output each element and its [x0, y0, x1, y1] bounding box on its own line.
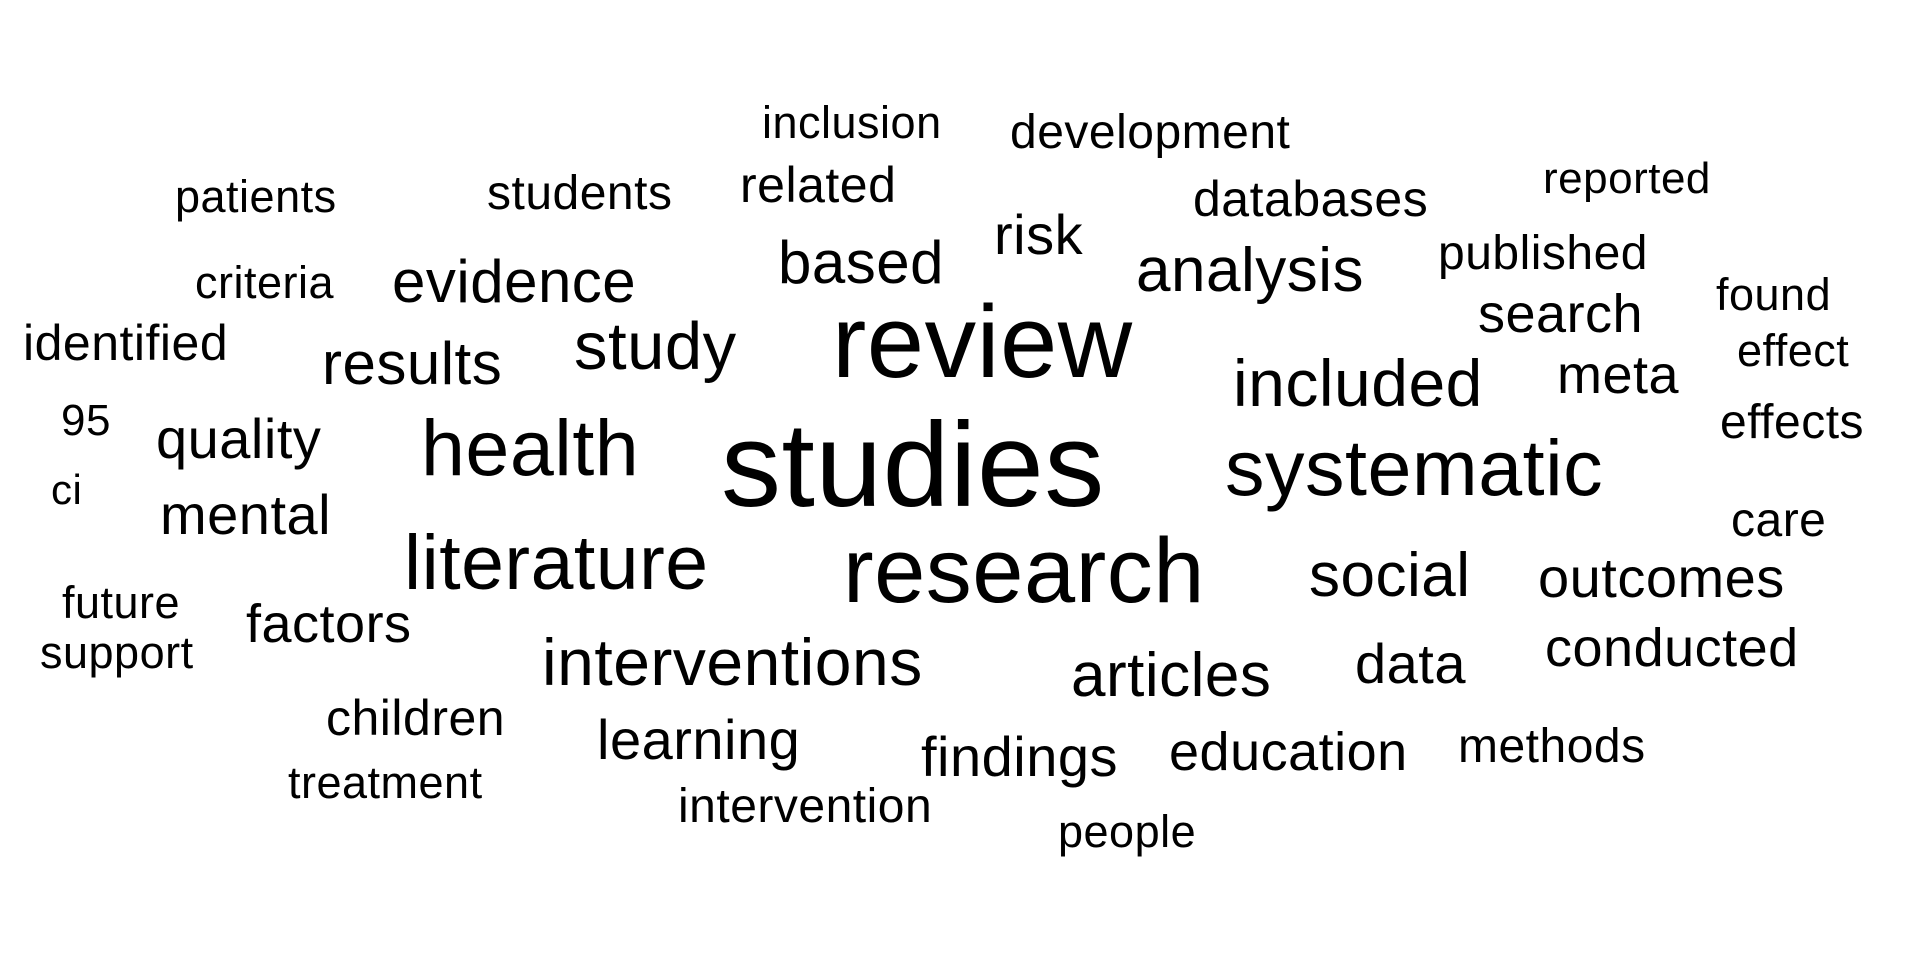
word-databases: databases: [1193, 171, 1429, 227]
word-health: health: [421, 403, 640, 492]
word-evidence: evidence: [392, 248, 637, 315]
word-search: search: [1478, 284, 1644, 344]
word-children: children: [326, 690, 506, 746]
word-findings: findings: [921, 725, 1119, 788]
word-outcomes: outcomes: [1538, 546, 1785, 609]
word-care: care: [1731, 494, 1827, 547]
word-people: people: [1058, 806, 1197, 857]
word-research: research: [843, 520, 1205, 622]
word-intervention: intervention: [678, 780, 933, 833]
word-risk: risk: [994, 203, 1084, 266]
word-education: education: [1169, 722, 1408, 782]
word-meta: meta: [1557, 345, 1680, 405]
word-interventions: interventions: [542, 625, 923, 699]
word-treatment: treatment: [288, 757, 483, 808]
word-analysis: analysis: [1136, 236, 1364, 305]
word-included: included: [1233, 346, 1483, 420]
word-ci: ci: [51, 466, 83, 513]
word-results: results: [322, 330, 503, 397]
word-methods: methods: [1458, 720, 1646, 773]
word-study: study: [574, 309, 737, 384]
word-related: related: [740, 157, 897, 213]
word-effect: effect: [1737, 325, 1850, 376]
word-articles: articles: [1071, 641, 1272, 710]
word-95: 95: [61, 396, 111, 445]
word-development: development: [1010, 106, 1291, 159]
word-support: support: [40, 627, 194, 678]
word-learning: learning: [597, 708, 801, 771]
word-effects: effects: [1720, 396, 1865, 449]
word-reported: reported: [1543, 154, 1711, 203]
word-social: social: [1309, 541, 1471, 610]
word-published: published: [1438, 227, 1648, 280]
word-based: based: [778, 229, 944, 296]
word-studies: studies: [721, 398, 1105, 532]
word-found: found: [1716, 269, 1832, 320]
word-criteria: criteria: [195, 257, 335, 308]
word-identified: identified: [23, 315, 229, 371]
word-factors: factors: [246, 594, 412, 654]
word-quality: quality: [156, 407, 322, 470]
word-conducted: conducted: [1545, 618, 1799, 678]
word-students: students: [487, 167, 673, 220]
word-patients: patients: [175, 171, 337, 222]
word-literature: literature: [404, 520, 709, 606]
word-data: data: [1355, 632, 1466, 695]
word-review: review: [832, 284, 1133, 399]
word-future: future: [62, 577, 181, 628]
word-systematic: systematic: [1225, 423, 1604, 512]
word-inclusion: inclusion: [762, 97, 942, 148]
word-mental: mental: [160, 483, 332, 546]
